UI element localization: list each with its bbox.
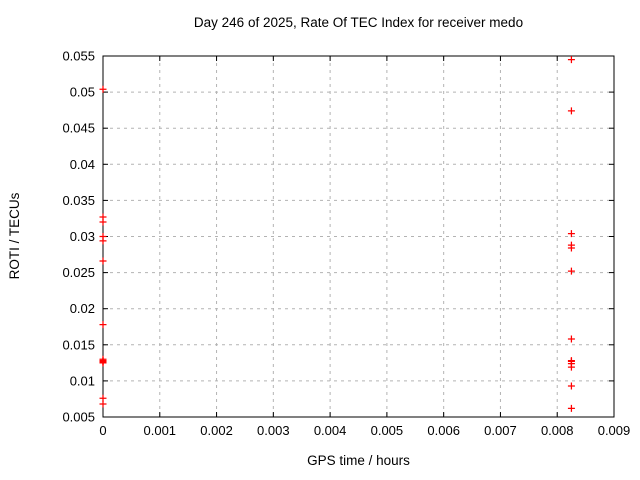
y-tick-label: 0.035 xyxy=(62,193,95,208)
x-tick-label: 0.007 xyxy=(484,423,517,438)
y-tick-label: 0.055 xyxy=(62,49,95,64)
x-tick-label: 0 xyxy=(99,423,106,438)
y-tick-label: 0.045 xyxy=(62,121,95,136)
y-tick-label: 0.05 xyxy=(70,85,95,100)
x-tick-label: 0.006 xyxy=(427,423,460,438)
data-point-marker xyxy=(99,359,107,367)
data-point-marker xyxy=(567,404,575,412)
data-point-marker xyxy=(567,267,575,275)
x-tick-label: 0.001 xyxy=(144,423,177,438)
data-point-marker xyxy=(567,335,575,343)
x-tick-label: 0.004 xyxy=(314,423,347,438)
y-tick-label: 0.01 xyxy=(70,373,95,388)
y-tick-label: 0.025 xyxy=(62,265,95,280)
x-axis-label: GPS time / hours xyxy=(307,453,410,468)
data-point-marker xyxy=(99,85,107,93)
x-tick-label: 0.002 xyxy=(200,423,233,438)
data-point-marker xyxy=(99,237,107,245)
data-point-marker xyxy=(99,257,107,265)
y-tick-label: 0.015 xyxy=(62,337,95,352)
data-point-marker xyxy=(99,321,107,329)
chart-title: Day 246 of 2025, Rate Of TEC Index for r… xyxy=(193,15,524,30)
x-tick-label: 0.005 xyxy=(371,423,404,438)
data-point-marker xyxy=(99,218,107,226)
data-point-marker xyxy=(567,56,575,64)
data-point-marker xyxy=(567,107,575,115)
y-tick-label: 0.04 xyxy=(70,157,95,172)
data-point-marker xyxy=(567,244,575,252)
data-point-marker xyxy=(567,382,575,390)
x-tick-label: 0.008 xyxy=(541,423,574,438)
data-point-marker xyxy=(567,230,575,238)
x-tick-label: 0.003 xyxy=(257,423,290,438)
y-tick-label: 0.02 xyxy=(70,301,95,316)
data-point-marker xyxy=(99,400,107,408)
y-tick-label: 0.03 xyxy=(70,229,95,244)
data-point-marker xyxy=(567,363,575,371)
y-tick-label: 0.005 xyxy=(62,410,95,425)
x-tick-label: 0.009 xyxy=(598,423,631,438)
